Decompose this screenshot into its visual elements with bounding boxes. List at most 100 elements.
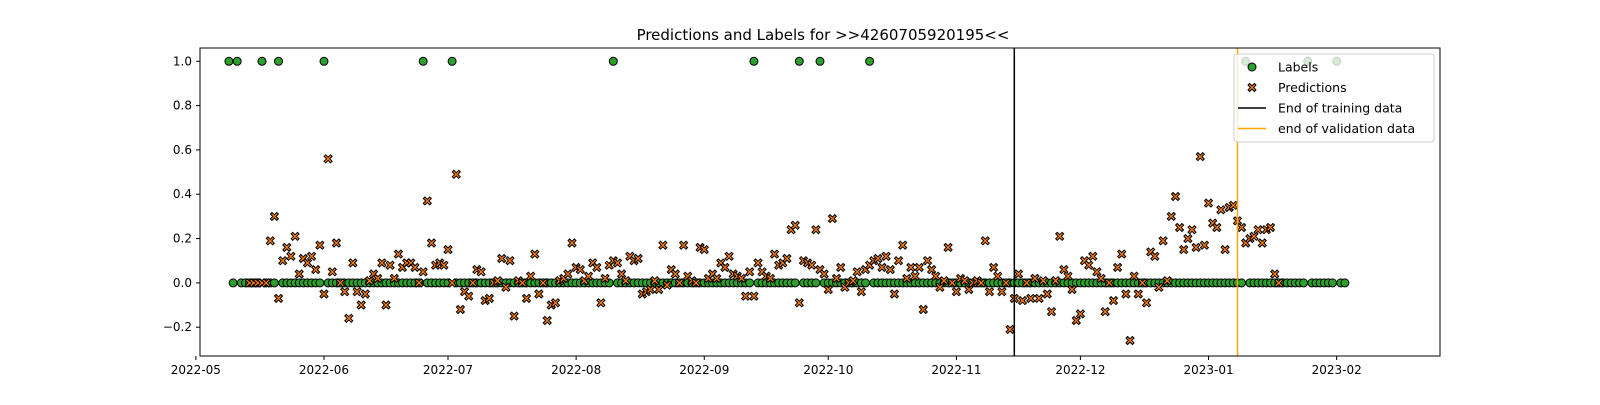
prediction-point (600, 273, 610, 284)
prediction-point (323, 154, 333, 164)
prediction-point (583, 271, 594, 281)
prediction-point (327, 267, 338, 277)
prediction-point (463, 291, 474, 301)
prediction-point (794, 298, 805, 308)
prediction-point (889, 289, 900, 299)
prediction-point (335, 278, 346, 288)
y-tick-label: 0.0 (173, 276, 192, 290)
prediction-point (1075, 309, 1086, 319)
label-point (257, 56, 267, 66)
prediction-point (451, 169, 462, 180)
prediction-point (1038, 275, 1048, 286)
label-point (811, 278, 821, 288)
prediction-point (1199, 240, 1210, 250)
prediction-point (612, 258, 623, 268)
prediction-point (534, 289, 544, 299)
prediction-point (1054, 231, 1065, 242)
x-tick-label: 2023-02 (1312, 363, 1362, 377)
prediction-point (984, 286, 995, 297)
prediction-point (1191, 242, 1201, 253)
prediction-point (1125, 335, 1135, 346)
prediction-point (422, 196, 433, 206)
prediction-point (1042, 289, 1053, 299)
prediction-point (1063, 271, 1073, 281)
prediction-point (496, 253, 507, 264)
prediction-point (1212, 222, 1222, 233)
label-point (1299, 278, 1309, 288)
prediction-point (563, 269, 573, 279)
prediction-point (567, 238, 577, 248)
prediction-point (616, 269, 627, 279)
prediction-point (658, 240, 668, 250)
prediction-point (282, 242, 292, 253)
prediction-point (377, 258, 387, 268)
legend-label: Labels (1278, 60, 1318, 75)
prediction-point (1129, 271, 1139, 281)
prediction-point (389, 273, 400, 284)
prediction-point (1203, 198, 1214, 208)
y-tick-label: 1.0 (173, 54, 192, 68)
x-tick-label: 2022-09 (679, 363, 729, 377)
label-point (319, 56, 329, 66)
label-point (794, 56, 804, 66)
prediction-point (439, 260, 449, 270)
prediction-point (265, 236, 276, 246)
x-tick-label: 2022-10 (803, 363, 853, 377)
prediction-point (521, 293, 532, 304)
prediction-point (277, 255, 288, 266)
prediction-point (1030, 273, 1040, 284)
prediction-point (835, 262, 846, 273)
prediction-point (505, 255, 515, 266)
x-tick-label: 2022-06 (299, 363, 349, 377)
prediction-point (744, 267, 755, 277)
prediction-point (1170, 191, 1181, 202)
prediction-point (344, 313, 354, 324)
prediction-point (550, 298, 561, 308)
prediction-point (922, 255, 933, 266)
prediction-point (1220, 244, 1230, 255)
plot-area (224, 48, 1350, 356)
prediction-point (1050, 275, 1061, 286)
prediction-point (575, 264, 586, 275)
prediction-point (1046, 306, 1057, 317)
prediction-point (765, 273, 776, 284)
x-tick-label: 2022-05 (171, 363, 221, 377)
label-point (865, 56, 875, 66)
prediction-point (1253, 224, 1263, 235)
legend-marker (1247, 82, 1257, 93)
prediction-point (1017, 295, 1028, 306)
legend-label: Predictions (1278, 80, 1347, 95)
prediction-point (935, 282, 945, 293)
prediction-point (881, 251, 891, 262)
x-tick-label: 2023-01 (1183, 363, 1233, 377)
prediction-point (1104, 278, 1115, 288)
x-tick-label: 2022-11 (931, 363, 981, 377)
prediction-point (720, 262, 730, 273)
prediction-point (302, 258, 313, 268)
prediction-point (906, 262, 916, 273)
prediction-point (914, 262, 924, 273)
prediction-point (315, 240, 325, 250)
prediction-point (691, 278, 701, 288)
prediction-point (525, 271, 536, 281)
prediction-point (823, 284, 834, 295)
prediction-point (740, 291, 751, 301)
prediction-point (339, 286, 350, 297)
prediction-point (910, 271, 920, 281)
label-point (269, 278, 279, 288)
prediction-point (633, 253, 643, 264)
prediction-point (1178, 244, 1189, 255)
prediction-point (1141, 298, 1152, 308)
prediction-point (1216, 205, 1226, 215)
prediction-point (1162, 275, 1172, 286)
legend-label: End of training data (1278, 101, 1402, 116)
prediction-point (1034, 293, 1044, 304)
y-tick-label: 0.4 (173, 187, 192, 201)
prediction-point (443, 244, 453, 255)
x-tick-label: 2022-08 (551, 363, 601, 377)
prediction-point (877, 262, 887, 273)
prediction-point (662, 280, 672, 290)
prediction-point (414, 278, 424, 288)
prediction-point (964, 284, 974, 295)
